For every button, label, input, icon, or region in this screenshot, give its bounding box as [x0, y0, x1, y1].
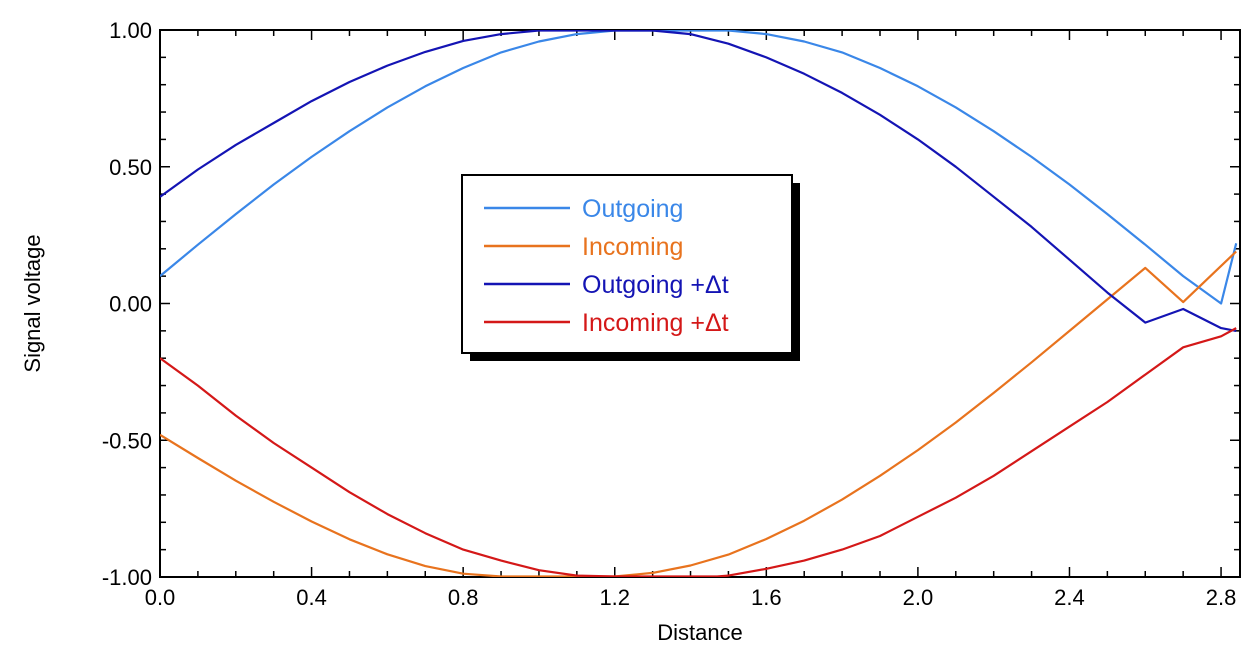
legend-label: Outgoing +Δt [582, 271, 729, 299]
x-tick-label: 1.2 [599, 585, 630, 610]
series-line-4 [160, 327, 1237, 577]
series-lines [160, 30, 1238, 577]
y-tick-labels: 1.00 0.50 0.00 -0.50 -1.00 [102, 18, 152, 590]
y-tick-label: 1.00 [109, 18, 152, 43]
series-line-3 [160, 30, 1237, 332]
series-line-1 [160, 30, 1238, 305]
x-tick-labels: 0.0 0.4 0.8 1.2 1.6 2.0 2.4 2.8 [145, 585, 1237, 610]
x-tick-label: 2.4 [1054, 585, 1085, 610]
x-tick-label: 2.0 [903, 585, 934, 610]
y-tick-label: -1.00 [102, 565, 152, 590]
legend-box [461, 174, 793, 354]
y-tick-label: 0.00 [109, 292, 152, 317]
legend: Outgoing Incoming Outgoing +Δt Incoming +Δt [461, 174, 800, 361]
legend-label: Incoming +Δt [582, 309, 729, 337]
x-tick-label: 0.8 [448, 585, 479, 610]
y-tick-label: -0.50 [102, 428, 152, 453]
y-tick-label: 0.50 [109, 155, 152, 180]
y-axis-title: Signal voltage [20, 234, 45, 372]
series-line-2 [160, 250, 1237, 577]
x-tick-label: 2.8 [1206, 585, 1237, 610]
x-tick-label: 0.0 [145, 585, 176, 610]
legend-label: Incoming [582, 233, 683, 261]
x-tick-label: 0.4 [296, 585, 327, 610]
legend-label: Outgoing [582, 195, 683, 223]
x-tick-label: 1.6 [751, 585, 782, 610]
x-axis-title: Distance [657, 620, 743, 645]
tick-marks [159, 29, 1240, 578]
